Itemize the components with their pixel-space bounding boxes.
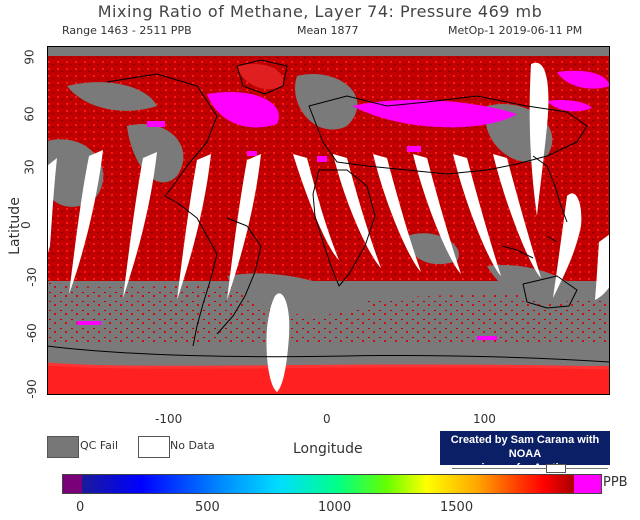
range-label: Range 1463 - 2511 PPB: [62, 24, 192, 37]
colorbar-high-swatch: [574, 474, 602, 494]
no-data-label: No Data: [170, 439, 215, 452]
credit-badge: Created by Sam Carana with NOAA image fo…: [440, 431, 610, 488]
map-title: Mixing Ratio of Methane, Layer 74: Press…: [97, 2, 543, 21]
x-axis-label: Longitude: [293, 441, 363, 457]
high-methane-patches: [77, 70, 610, 340]
colorbar-unit: PPB: [603, 475, 628, 490]
lon-tick-neg100: -100: [155, 412, 183, 426]
lat-tick-60: 60: [22, 106, 37, 122]
colorbar-tick-1000: 1000: [318, 500, 352, 515]
scroll-thumb[interactable]: [546, 464, 566, 473]
no-data-swath-gaps: [47, 62, 610, 392]
credit-line-1: Created by Sam Carana with NOAA: [450, 434, 600, 460]
lat-tick-neg90: -90: [24, 379, 39, 399]
colorbar-gradient: [82, 474, 574, 494]
scroll-track[interactable]: [452, 468, 608, 469]
map-frame: [47, 46, 610, 395]
lat-tick-90: 90: [22, 49, 37, 65]
colorbar-tick-500: 500: [195, 500, 220, 515]
lon-tick-0: 0: [323, 412, 331, 426]
colorbar-tick-0: 0: [76, 500, 85, 515]
greenland-field: [237, 64, 284, 90]
lat-tick-30: 30: [22, 159, 37, 175]
no-data-swatch: [138, 436, 170, 458]
coastlines: [47, 59, 610, 363]
antarctic-band: [47, 366, 610, 395]
lat-tick-neg30: -30: [24, 267, 39, 287]
colorbar: [62, 474, 602, 494]
lat-tick-0: 0: [18, 221, 33, 229]
lon-tick-100: 100: [473, 412, 496, 426]
satellite-date-label: MetOp-1 2019-06-11 PM: [448, 24, 583, 37]
methane-map: [47, 46, 610, 395]
lat-tick-neg60: -60: [24, 323, 39, 343]
colorbar-low-swatch: [62, 474, 82, 494]
mean-label: Mean 1877: [297, 24, 359, 37]
qc-fail-label: QC Fail: [80, 439, 119, 452]
colorbar-tick-1500: 1500: [440, 500, 474, 515]
qc-fail-swatch: [47, 436, 79, 458]
